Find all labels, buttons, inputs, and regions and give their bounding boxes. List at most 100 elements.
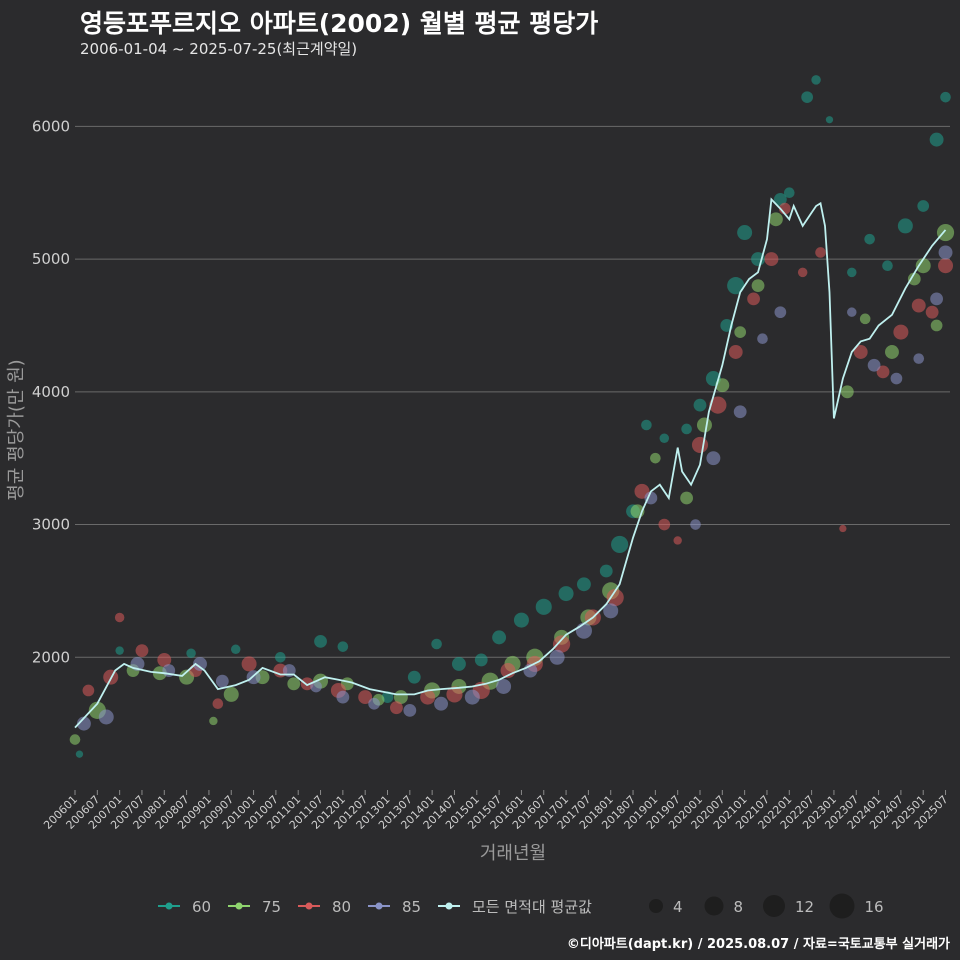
- source-footer: ©디아파트(dapt.kr) / 2025.08.07 / 자료=국토교통부 실…: [566, 937, 950, 952]
- chart-subtitle: 2006-01-04 ~ 2025-07-25(최근계약일): [80, 40, 358, 58]
- point-75: [907, 272, 921, 286]
- point-80: [446, 686, 463, 703]
- point-80: [728, 345, 743, 359]
- point-60: [492, 630, 507, 645]
- point-80: [135, 644, 149, 658]
- point-60: [431, 638, 442, 650]
- legend-dot-swatch: [305, 902, 313, 910]
- point-60: [641, 419, 652, 431]
- point-80: [390, 701, 403, 715]
- point-85: [913, 353, 925, 364]
- point-60: [940, 91, 951, 103]
- legend-size-label: 16: [865, 898, 884, 916]
- point-80: [157, 652, 172, 667]
- point-80: [893, 324, 909, 340]
- point-80: [853, 345, 868, 359]
- point-85: [938, 245, 953, 260]
- point-75: [751, 279, 765, 293]
- point-60: [451, 656, 466, 671]
- point-60: [314, 634, 327, 648]
- y-tick-label: 2000: [32, 648, 70, 666]
- point-80: [709, 396, 727, 414]
- point-85: [215, 674, 229, 688]
- chart-title: 영등포푸르지오 아파트(2002) 월별 평균 평당가: [80, 9, 599, 38]
- point-60: [801, 91, 813, 104]
- point-60: [535, 598, 552, 615]
- point-60: [115, 646, 124, 655]
- point-75: [915, 258, 931, 274]
- data-points: [69, 75, 955, 758]
- legend-label: 85: [402, 898, 421, 916]
- point-80: [911, 298, 926, 313]
- legend-size-label: 8: [734, 898, 744, 916]
- point-85: [496, 678, 512, 694]
- point-60: [783, 187, 795, 199]
- point-80: [658, 518, 671, 531]
- point-80: [114, 612, 125, 623]
- point-85: [464, 689, 480, 705]
- y-tick-label: 6000: [32, 117, 70, 135]
- point-75: [287, 677, 301, 691]
- point-60: [897, 218, 913, 234]
- point-75: [768, 212, 783, 227]
- point-85: [890, 372, 903, 385]
- point-75: [936, 223, 955, 242]
- point-75: [885, 345, 899, 359]
- point-60: [882, 260, 893, 272]
- point-75: [209, 716, 218, 726]
- legend-dot-swatch: [235, 902, 243, 910]
- point-85: [575, 622, 592, 639]
- legend-size-label: 4: [673, 898, 683, 916]
- legend-label: 75: [262, 898, 281, 916]
- point-60: [230, 644, 241, 655]
- point-80: [876, 365, 890, 379]
- point-80: [938, 258, 954, 274]
- point-80: [212, 698, 224, 710]
- point-75: [715, 378, 730, 393]
- legend: 60 75 80 85 모든 면적대 평균값 4 8 12 16: [158, 893, 884, 919]
- point-75: [69, 734, 81, 745]
- point-60: [917, 200, 930, 212]
- point-85: [774, 306, 787, 319]
- point-80: [815, 247, 826, 258]
- point-60: [693, 398, 707, 412]
- point-80: [420, 689, 436, 705]
- point-85: [76, 716, 91, 731]
- point-80: [673, 536, 682, 545]
- point-80: [553, 635, 571, 653]
- point-60: [75, 750, 84, 758]
- point-80: [691, 436, 709, 453]
- legend-size-circle: [829, 893, 855, 919]
- point-80: [241, 656, 257, 672]
- legend-size-label: 12: [795, 898, 814, 916]
- point-60: [337, 641, 349, 652]
- average-price-line: [74, 197, 947, 729]
- y-axis-ticks: 2000 3000 4000 5000 6000: [32, 117, 70, 666]
- point-85: [310, 680, 322, 693]
- legend-size-circle: [704, 896, 724, 916]
- point-85: [193, 656, 207, 671]
- point-60: [737, 225, 753, 241]
- grid-lines: [75, 125, 950, 658]
- point-60: [864, 233, 875, 245]
- point-85: [603, 603, 619, 619]
- point-60: [681, 423, 692, 435]
- legend-dot-swatch: [165, 902, 173, 910]
- x-axis-label: 거래년월: [480, 843, 546, 864]
- point-60: [407, 670, 421, 684]
- point-85: [757, 333, 768, 345]
- point-60: [576, 577, 591, 592]
- point-75: [650, 452, 661, 464]
- legend-label: 80: [332, 898, 351, 916]
- point-60: [611, 535, 629, 554]
- point-60: [847, 267, 857, 278]
- y-tick-label: 4000: [32, 383, 70, 401]
- point-60: [811, 75, 821, 85]
- legend-dot-swatch: [375, 902, 383, 910]
- point-85: [733, 405, 747, 419]
- legend-label: 60: [192, 898, 211, 916]
- point-60: [773, 192, 787, 206]
- point-85: [847, 307, 857, 317]
- point-75: [734, 326, 747, 338]
